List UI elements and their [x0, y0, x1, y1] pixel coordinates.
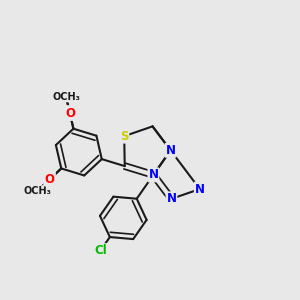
Text: N: N — [195, 183, 205, 196]
Text: N: N — [166, 144, 176, 157]
Text: OCH₃: OCH₃ — [23, 186, 51, 196]
Text: O: O — [44, 173, 54, 186]
Text: N: N — [148, 168, 158, 182]
Text: Cl: Cl — [94, 244, 107, 257]
Text: N: N — [167, 192, 176, 205]
Text: O: O — [45, 172, 55, 186]
Text: OCH₃: OCH₃ — [52, 92, 80, 101]
Text: O: O — [65, 107, 75, 120]
Text: O: O — [65, 106, 75, 119]
Text: S: S — [120, 130, 128, 142]
